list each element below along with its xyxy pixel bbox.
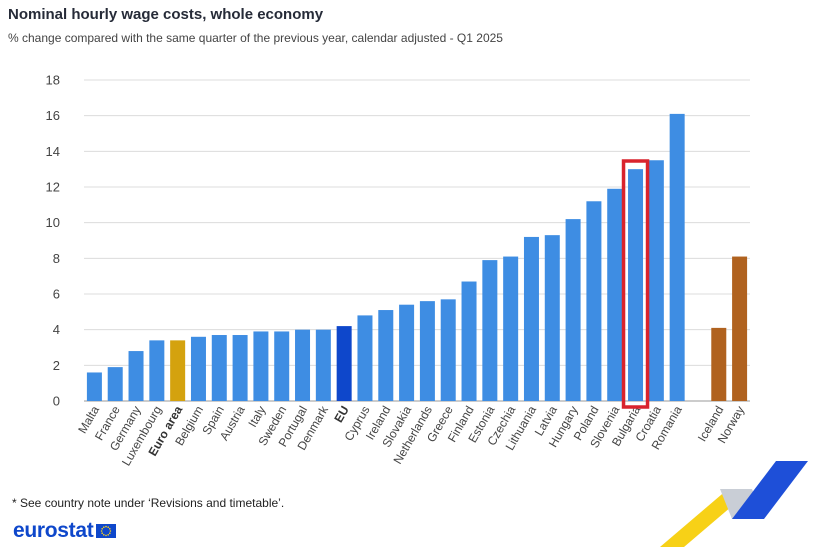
- bar-germany[interactable]: [128, 351, 144, 401]
- footnote: * See country note under ‘Revisions and …: [12, 496, 285, 510]
- x-tick-label: EU: [331, 404, 351, 425]
- bar-poland[interactable]: [586, 201, 602, 401]
- bar-sweden[interactable]: [274, 331, 290, 401]
- eu-flag-icon: [96, 524, 117, 538]
- eurostat-swoosh-graphic: [660, 461, 808, 547]
- bar-latvia[interactable]: [544, 235, 560, 401]
- bar-norway[interactable]: [732, 256, 748, 401]
- bar-czechia[interactable]: [503, 256, 519, 401]
- bar-slovakia[interactable]: [399, 304, 415, 401]
- y-tick-label: 12: [46, 180, 60, 195]
- bar-cyprus[interactable]: [357, 315, 373, 401]
- eurostat-logo: eurostat: [13, 519, 117, 543]
- y-tick-label: 6: [53, 287, 60, 302]
- bar-italy[interactable]: [253, 331, 269, 401]
- brand-name: eurostat: [13, 519, 94, 542]
- bar-portugal[interactable]: [295, 329, 311, 401]
- chart-subtitle: % change compared with the same quarter …: [8, 31, 503, 45]
- y-tick-label: 10: [46, 215, 60, 230]
- bar-greece[interactable]: [440, 299, 456, 401]
- y-tick-label: 8: [53, 251, 60, 266]
- bar-france[interactable]: [107, 367, 123, 401]
- bar-lithuania[interactable]: [523, 236, 539, 401]
- bar-eu[interactable]: [336, 326, 352, 401]
- bar-hungary[interactable]: [565, 219, 581, 401]
- y-tick-label: 18: [46, 73, 60, 88]
- bar-spain[interactable]: [211, 335, 227, 401]
- y-tick-label: 16: [46, 108, 60, 123]
- bar-ireland[interactable]: [378, 310, 394, 401]
- y-tick-label: 14: [46, 144, 60, 159]
- bar-luxembourg[interactable]: [149, 340, 165, 401]
- bar-euro-area[interactable]: [170, 340, 186, 401]
- bar-slovenia[interactable]: [607, 188, 623, 401]
- y-tick-label: 0: [53, 394, 60, 409]
- bar-croatia[interactable]: [648, 160, 664, 401]
- bar-chart: 0 2 4 6 8 10 12 14 16 18 MaltaFranceGermanyLuxemb…: [46, 73, 750, 469]
- bars: [86, 113, 748, 401]
- y-tick-label: 2: [53, 358, 60, 373]
- bar-estonia[interactable]: [482, 260, 498, 401]
- y-tick-label: 4: [53, 322, 60, 337]
- bar-malta[interactable]: [86, 372, 102, 401]
- bar-belgium[interactable]: [190, 336, 206, 401]
- bar-netherlands[interactable]: [419, 301, 435, 401]
- y-axis-ticks: 0 2 4 6 8 10 12 14 16 18: [46, 73, 60, 409]
- bar-romania[interactable]: [669, 113, 685, 401]
- highlight-layer: [621, 159, 650, 409]
- bar-finland[interactable]: [461, 281, 477, 401]
- bar-bulgaria[interactable]: [628, 169, 644, 401]
- highlight-box-bulgaria: [621, 159, 650, 409]
- bar-iceland[interactable]: [711, 327, 727, 401]
- chart-title: Nominal hourly wage costs, whole economy: [8, 6, 324, 23]
- bar-austria[interactable]: [232, 335, 248, 401]
- bar-denmark[interactable]: [315, 329, 331, 401]
